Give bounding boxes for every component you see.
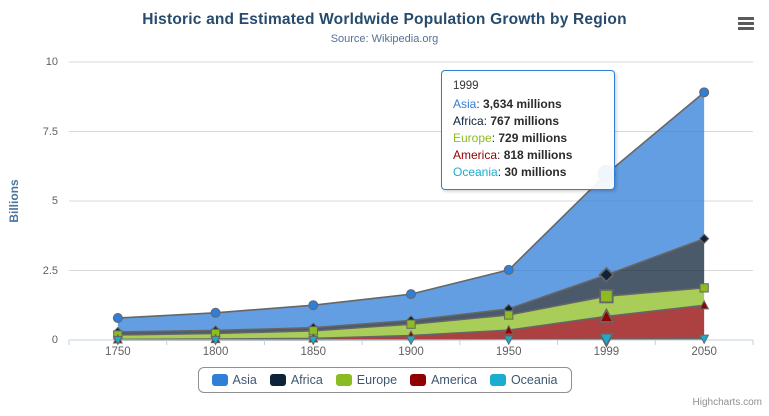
legend-label: Asia [232,373,257,387]
legend-item-america[interactable]: America [410,373,477,387]
legend-swatch-icon [211,374,228,386]
point-asia-1800[interactable] [210,307,221,318]
x-axis-label: 1800 [202,346,229,358]
y-axis-label: 10 [45,56,58,68]
legend-swatch-icon [489,374,506,386]
y-axis-label: 0 [51,334,58,346]
y-axis-label: 2.5 [42,264,58,277]
hamburger-icon [738,22,754,25]
legend-swatch-icon [335,374,352,386]
point-africa-1999[interactable] [598,266,615,283]
point-oceania-2050[interactable] [699,334,710,345]
series-area-america[interactable] [117,305,705,340]
chart-subtitle: Source: Wikipedia.org [330,33,439,45]
point-america-2050[interactable] [699,299,710,310]
point-asia-1900[interactable] [406,289,416,300]
point-oceania-1999[interactable] [598,332,615,348]
legend-label: Oceania [510,373,558,387]
credits-link[interactable]: Highcharts.com [692,397,762,408]
legend-label: Europe [356,373,398,387]
point-oceania-1900[interactable] [405,335,417,346]
x-axis-label: 1999 [593,346,620,358]
y-axis-label: 7.5 [42,125,58,138]
legend-item-oceania[interactable]: Oceania [489,373,558,387]
point-asia-1850[interactable] [308,300,319,311]
point-asia-1750[interactable] [112,313,123,324]
x-axis-label: 2050 [691,346,717,358]
legend-item-asia[interactable]: Asia [211,373,257,387]
y-axis-label: 5 [51,195,58,207]
point-europe-1999[interactable] [599,289,614,304]
point-asia-1999[interactable] [597,164,616,183]
export-menu-button[interactable] [738,17,754,30]
point-asia-2050[interactable] [699,87,710,98]
point-america-1950[interactable] [503,324,514,335]
series-area-africa[interactable] [117,238,705,335]
legend: Asia Africa Europe America Oceania [197,367,572,393]
legend-label: Africa [290,373,323,387]
point-europe-1950[interactable] [504,310,514,320]
chart-title: Historic and Estimated Worldwide Populat… [142,11,627,28]
point-oceania-1850[interactable] [308,335,319,346]
x-axis-label: 1750 [105,346,131,358]
legend-swatch-icon [410,374,427,386]
legend-item-europe[interactable]: Europe [335,373,398,387]
x-axis-label: 1950 [495,346,522,358]
x-axis-label: 1850 [300,346,327,358]
point-asia-1950[interactable] [503,264,514,275]
hamburger-icon [738,17,754,20]
point-oceania-1950[interactable] [503,335,514,346]
series-area-asia[interactable] [117,92,705,332]
point-america-1999[interactable] [598,307,615,323]
point-oceania-1800[interactable] [210,335,221,346]
point-europe-1900[interactable] [406,319,416,329]
legend-swatch-icon [269,374,286,386]
legend-label: America [431,373,477,387]
legend-item-africa[interactable]: Africa [269,373,323,387]
hamburger-icon [738,27,754,30]
point-oceania-1750[interactable] [112,335,123,346]
x-axis-label: 1900 [398,346,424,358]
point-africa-2050[interactable] [698,233,710,244]
point-europe-2050[interactable] [699,283,709,293]
